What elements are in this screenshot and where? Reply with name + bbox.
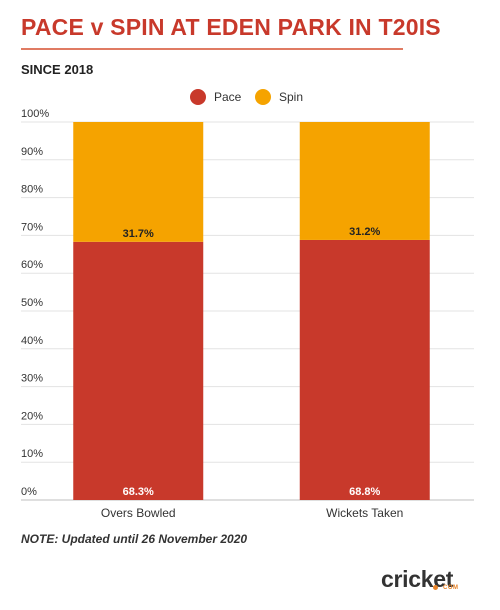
data-label: 31.7% [123, 228, 154, 240]
bar-spin [73, 122, 204, 242]
title-underline [21, 48, 403, 50]
legend-swatch [190, 89, 206, 105]
y-tick-label: 60% [21, 259, 43, 271]
data-label: 68.3% [123, 486, 154, 498]
y-tick-label: 90% [21, 146, 43, 158]
legend-swatch [255, 89, 271, 105]
y-tick-label: 20% [21, 410, 43, 422]
stacked-bar-chart: 0% 10% 20% 30% 40% 50% 60% 70% 80% 90% 100% Pace Spi… [21, 89, 474, 520]
chart-title: PACE v SPIN AT EDEN PARK IN T20IS [21, 14, 441, 40]
chart-subtitle: SINCE 2018 [21, 62, 94, 77]
y-tick-label: 70% [21, 221, 43, 233]
x-tick-label: Wickets Taken [326, 506, 403, 520]
y-tick-label: 80% [21, 184, 43, 196]
footnote: NOTE: Updated until 26 November 2020 [21, 532, 248, 546]
y-tick-label: 100% [21, 108, 49, 120]
logo-sub: COM [443, 585, 459, 591]
legend-label: Pace [214, 90, 242, 104]
data-label: 68.8% [349, 486, 380, 498]
bar-pace [73, 241, 204, 501]
data-label: 31.2% [349, 226, 380, 238]
logo-dot [433, 585, 438, 590]
legend-label: Spin [279, 90, 303, 104]
y-tick-label: 40% [21, 335, 43, 347]
bar-spin [299, 122, 430, 240]
cricket-logo: cricket [381, 566, 454, 592]
y-tick-label: 10% [21, 448, 43, 460]
y-tick-label: 50% [21, 297, 43, 309]
bar-pace [299, 239, 430, 500]
y-tick-label: 0% [21, 486, 37, 498]
y-tick-label: 30% [21, 373, 43, 385]
x-tick-label: Overs Bowled [101, 506, 176, 520]
